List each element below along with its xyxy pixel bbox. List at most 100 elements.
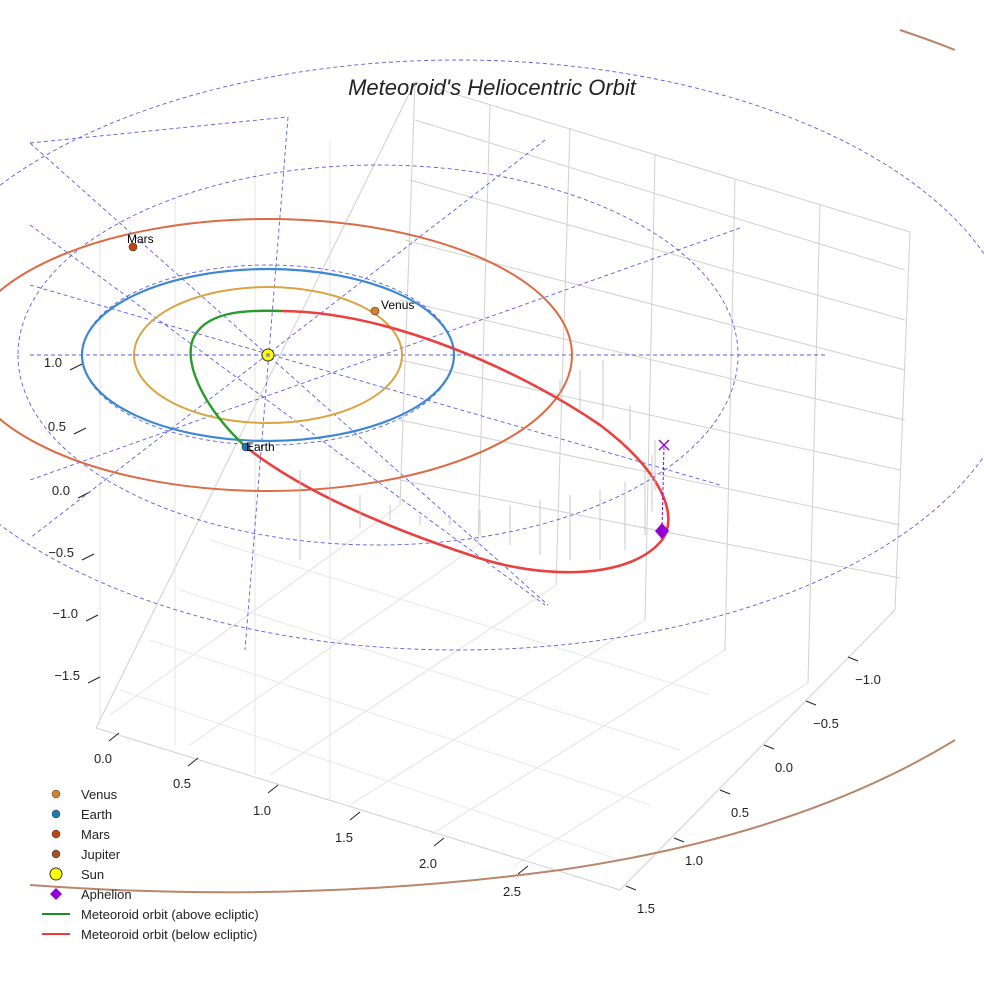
meteoroid-orbit <box>189 309 670 574</box>
legend-dot-icon <box>51 829 61 839</box>
z-tick-mark <box>87 676 101 684</box>
grid-line <box>409 179 906 321</box>
legend-diamond-icon <box>50 888 62 900</box>
x-tick-mark <box>517 865 529 875</box>
grid-line <box>399 479 901 579</box>
z-tick-label: 1.0 <box>44 355 62 370</box>
grid-line <box>399 81 416 506</box>
floor-grid-line <box>269 584 557 776</box>
legend-item: Mars <box>51 827 110 842</box>
earth-orbit <box>80 267 456 443</box>
reference-circle <box>81 264 455 446</box>
grid-line <box>807 204 821 684</box>
pane-edge <box>95 727 621 891</box>
x-tick-mark <box>433 837 445 847</box>
reference-circle <box>0 59 984 651</box>
legend-label: Aphelion <box>81 887 132 902</box>
legend-item: Jupiter <box>51 847 121 862</box>
aphelion-projection-marker <box>658 439 670 451</box>
legend-item: Earth <box>51 807 112 822</box>
y-tick-label: 1.5 <box>637 901 655 916</box>
z-tick-mark <box>81 553 95 561</box>
grid-line <box>477 104 491 546</box>
z-tick-label: −1.0 <box>52 606 78 621</box>
legend-sun-icon <box>49 867 63 881</box>
planet-label-venus: Venus <box>381 298 414 312</box>
y-tick-label: 0.5 <box>731 805 749 820</box>
x-tick-label: 0.5 <box>173 776 191 791</box>
legend-dot-icon <box>51 789 61 799</box>
x-tick-label: 1.5 <box>335 830 353 845</box>
reference-radial <box>29 142 549 606</box>
floor-grid-line <box>349 619 646 806</box>
legend-dot-icon <box>51 849 61 859</box>
y-tick-mark <box>625 885 637 891</box>
mars-marker <box>128 242 138 252</box>
floor-grid-line <box>514 682 809 866</box>
aphelion-projection-line <box>661 444 665 531</box>
y-tick-mark <box>847 656 859 662</box>
legend: Venus Earth Mars Jupiter Sun Aphelion Meteoroi… <box>42 787 259 942</box>
ecliptic-reference-lines <box>0 59 984 651</box>
y-tick-label: 0.0 <box>775 760 793 775</box>
grid-line <box>724 179 736 651</box>
reference-radial <box>29 224 546 606</box>
z-tick-label: −0.5 <box>48 545 74 560</box>
reference-radial <box>29 139 546 539</box>
legend-label: Venus <box>81 787 118 802</box>
reference-radial <box>29 116 289 144</box>
sun-core <box>266 353 270 357</box>
y-tick-label: −0.5 <box>813 716 839 731</box>
x-tick-label: 1.0 <box>253 803 271 818</box>
legend-item: Meteoroid orbit (above ecliptic) <box>42 907 259 922</box>
z-tick-mark <box>69 363 83 371</box>
meteoroid-orbit-below <box>245 309 670 574</box>
x-tick-label: 2.0 <box>419 856 437 871</box>
z-tick-label: 0.5 <box>48 419 66 434</box>
jupiter-orbit <box>899 29 956 51</box>
y-tick-mark <box>673 837 685 843</box>
legend-item: Meteoroid orbit (below ecliptic) <box>42 927 257 942</box>
y-tick-mark <box>763 744 775 750</box>
venus-marker <box>370 306 380 316</box>
floor-grid-line <box>209 539 711 696</box>
planet-orbits <box>0 29 956 894</box>
jupiter-orbit <box>29 739 956 894</box>
venus-orbit <box>132 286 404 424</box>
markers: Mars Venus Earth <box>127 232 669 539</box>
grid-line <box>404 239 906 371</box>
legend-label: Meteoroid orbit (below ecliptic) <box>81 927 257 942</box>
y-tick-mark <box>805 700 817 706</box>
floor-grid-line <box>189 544 479 746</box>
z-tick-label: 0.0 <box>52 483 70 498</box>
legend-item: Venus <box>51 787 118 802</box>
z-tick-mark <box>85 614 99 622</box>
aphelion-marker <box>655 523 669 539</box>
x-tick-mark <box>267 784 279 794</box>
x-tick-mark <box>349 811 361 821</box>
legend-dot-icon <box>51 809 61 819</box>
axis-ticks: 1.0 0.5 0.0 −0.5 −1.0 −1.5 0.0 0.5 1.0 1.5 2.0 2.5 −… <box>44 355 881 916</box>
grid-line <box>399 299 906 421</box>
legend-label: Jupiter <box>81 847 121 862</box>
reference-radial <box>29 284 721 486</box>
pane-edge <box>619 609 896 891</box>
planet-label-earth: Earth <box>246 440 275 454</box>
legend-item: Sun <box>49 867 104 882</box>
legend-label: Meteoroid orbit (above ecliptic) <box>81 907 259 922</box>
legend-label: Earth <box>81 807 112 822</box>
y-tick-mark <box>719 789 731 795</box>
legend-label: Sun <box>81 867 104 882</box>
z-tick-mark <box>73 427 87 435</box>
pane-edge <box>894 231 911 611</box>
y-tick-label: −1.0 <box>855 672 881 687</box>
pane-edge <box>414 81 911 233</box>
mars-orbit <box>0 218 574 492</box>
legend-label: Mars <box>81 827 110 842</box>
x-tick-mark <box>187 757 199 767</box>
legend-item: Aphelion <box>50 887 132 902</box>
meteoroid-orbit-above <box>189 309 283 448</box>
x-tick-label: 0.0 <box>94 751 112 766</box>
chart-title: Meteoroid's Heliocentric Orbit <box>348 75 637 100</box>
